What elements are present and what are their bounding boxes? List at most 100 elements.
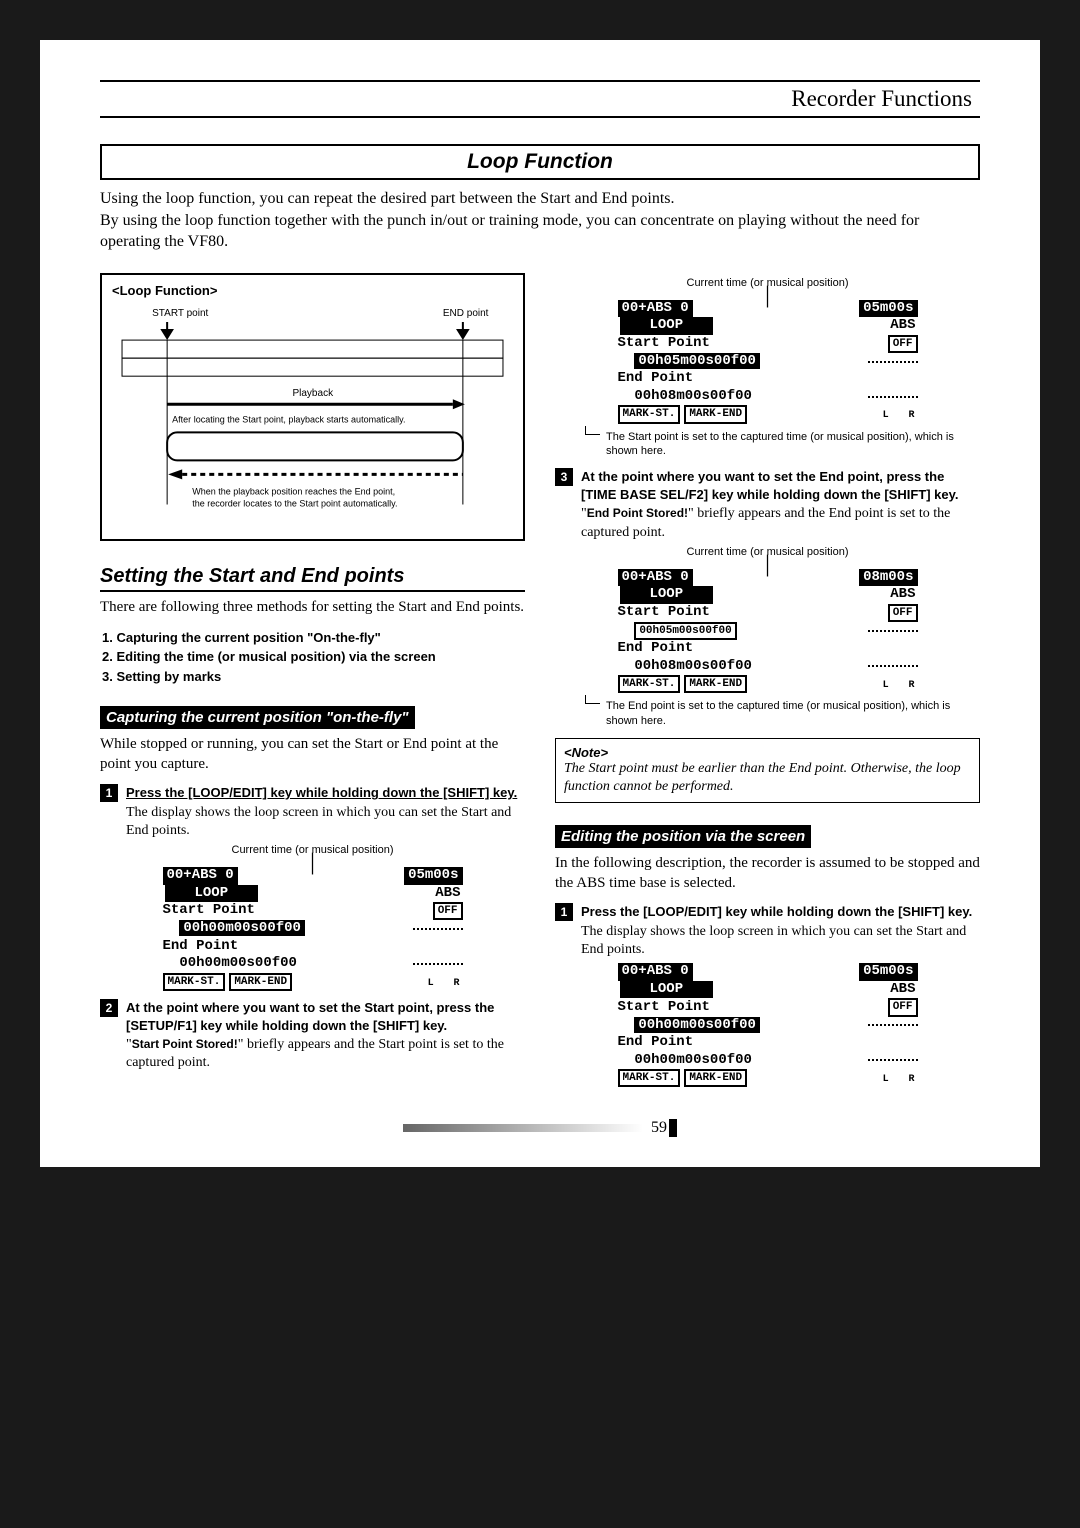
svg-text:Playback: Playback	[292, 388, 334, 399]
lcd-top-right: 05m00s	[859, 963, 917, 981]
loop-diagram-svg: START point END point Playback After loc…	[112, 304, 513, 525]
note-title: <Note>	[564, 745, 971, 760]
page: Recorder Functions Loop Function Using t…	[40, 40, 1040, 1167]
page-footer: 59	[100, 1119, 980, 1137]
step-2-body: "Start Point Stored!" briefly appears an…	[126, 1036, 525, 1072]
svg-text:the recorder locates to the St: the recorder locates to the Start point …	[192, 498, 397, 508]
step-3-head: At the point where you want to set the E…	[581, 468, 980, 503]
lcd-loop-label: LOOP	[620, 981, 714, 999]
lcd-mark-start-button: MARK-ST.	[618, 1069, 681, 1087]
intro-text: Using the loop function, you can repeat …	[100, 188, 980, 253]
method-2: 2. Editing the time (or musical position…	[102, 647, 525, 667]
lcd-top-right: 05m00s	[859, 300, 917, 318]
lcd-end-label: End Point	[618, 640, 918, 658]
right-column: Current time (or musical position) │ 00+…	[555, 273, 980, 1096]
lcd-mark-end-button: MARK-END	[229, 973, 292, 991]
lcd-end-label: End Point	[163, 938, 463, 956]
lcd-display-4: 00+ABS 0 05m00s LOOP ABS Start Point OFF…	[555, 963, 980, 1087]
lcd-start-value: 00h00m00s00f00	[179, 920, 305, 936]
lcd-off-badge: OFF	[888, 998, 918, 1016]
edit-step-1: 1 Press the [LOOP/EDIT] key while holdin…	[555, 903, 980, 959]
lcd-off-badge: OFF	[433, 902, 463, 920]
lcd-display-3: Current time (or musical position) │ 00+…	[555, 546, 980, 728]
lcd-abs-label: ABS	[435, 885, 460, 903]
loop-diagram: <Loop Function> START point END point Pl…	[100, 273, 525, 542]
diagram-title: <Loop Function>	[112, 283, 513, 298]
page-header: Recorder Functions	[100, 80, 980, 118]
lcd-abs-label: ABS	[890, 981, 915, 999]
lcd-top-left: 00+ABS 0	[618, 300, 693, 318]
svg-text:END point: END point	[443, 308, 489, 319]
lcd-loop-label: LOOP	[165, 885, 259, 903]
lcd-off-badge: OFF	[888, 604, 918, 622]
step-1-body: The display shows the loop screen in whi…	[126, 804, 525, 840]
lcd-start-value: 00h05m00s00f00	[634, 353, 760, 369]
lcd3-sub-caption: The End point is set to the captured tim…	[585, 699, 980, 728]
note-box: <Note> The Start point must be earlier t…	[555, 738, 980, 803]
lcd-meter-l: L	[428, 978, 437, 989]
capturing-heading: Capturing the current position "on-the-f…	[100, 706, 415, 729]
lcd-start-label: Start Point	[618, 999, 710, 1017]
lcd-mark-start-button: MARK-ST.	[618, 675, 681, 693]
lcd-mark-start-button: MARK-ST.	[618, 405, 681, 423]
lcd-meter-r: R	[453, 978, 462, 989]
lcd-end-value: 00h08m00s00f00	[634, 658, 752, 674]
edit-heading: Editing the position via the screen	[555, 825, 811, 848]
lcd-mark-end-button: MARK-END	[684, 675, 747, 693]
header-title: Recorder Functions	[791, 86, 972, 112]
lcd-mark-start-button: MARK-ST.	[163, 973, 226, 991]
step-2: 2 At the point where you want to set the…	[100, 999, 525, 1072]
step-3: 3 At the point where you want to set the…	[555, 468, 980, 541]
svg-text:When the playback position rea: When the playback position reaches the E…	[192, 486, 395, 496]
lcd-start-value: 00h05m00s00f00	[634, 622, 736, 640]
lcd-top-left: 00+ABS 0	[618, 569, 693, 587]
lcd-abs-label: ABS	[890, 317, 915, 335]
lcd-loop-label: LOOP	[620, 586, 714, 604]
step-1-head: Press the [LOOP/EDIT] key while holding …	[126, 784, 525, 802]
lcd-end-label: End Point	[618, 1034, 918, 1052]
section-title: Loop Function	[102, 150, 978, 174]
lcd-top-left: 00+ABS 0	[618, 963, 693, 981]
step-number: 1	[555, 903, 573, 921]
lcd-top-left: 00+ABS 0	[163, 867, 238, 885]
lcd-loop-label: LOOP	[620, 317, 714, 335]
lcd-end-value: 00h08m00s00f00	[634, 388, 752, 404]
edit-step-1-head: Press the [LOOP/EDIT] key while holding …	[581, 903, 980, 921]
lcd-mark-end-button: MARK-END	[684, 405, 747, 423]
lcd-end-value: 00h00m00s00f00	[179, 955, 297, 971]
methods-list: 1. Capturing the current position "On-th…	[100, 628, 525, 687]
left-column: <Loop Function> START point END point Pl…	[100, 273, 525, 1096]
lcd-end-value: 00h00m00s00f00	[634, 1052, 752, 1068]
edit-step-1-body: The display shows the loop screen in whi…	[581, 923, 980, 959]
step-number: 1	[100, 784, 118, 802]
lcd-abs-label: ABS	[890, 586, 915, 604]
lcd-end-label: End Point	[618, 370, 918, 388]
step-1: 1 Press the [LOOP/EDIT] key while holdin…	[100, 784, 525, 840]
lcd-top-right: 05m00s	[404, 867, 462, 885]
lcd-top-right: 08m00s	[859, 569, 917, 587]
lcd-start-value: 00h00m00s00f00	[634, 1017, 760, 1033]
lcd-start-label: Start Point	[163, 902, 255, 920]
setting-heading: Setting the Start and End points	[100, 565, 525, 592]
lcd-start-label: Start Point	[618, 335, 710, 353]
lcd-display-2: Current time (or musical position) │ 00+…	[555, 277, 980, 458]
svg-text:After locating the Start point: After locating the Start point, playback…	[172, 414, 405, 424]
page-number: 59	[651, 1119, 667, 1137]
step-2-head: At the point where you want to set the S…	[126, 999, 525, 1034]
lcd-off-badge: OFF	[888, 335, 918, 353]
note-body: The Start point must be earlier than the…	[564, 760, 971, 796]
section-title-box: Loop Function	[100, 144, 980, 180]
method-1: 1. Capturing the current position "On-th…	[102, 628, 525, 648]
lcd-mark-end-button: MARK-END	[684, 1069, 747, 1087]
step-number: 2	[100, 999, 118, 1017]
method-3: 3. Setting by marks	[102, 667, 525, 687]
step-number: 3	[555, 468, 573, 486]
edit-intro: In the following description, the record…	[555, 854, 980, 893]
setting-intro: There are following three methods for se…	[100, 598, 525, 618]
lcd-display-1: Current time (or musical position) │ 00+…	[100, 844, 525, 991]
capturing-intro: While stopped or running, you can set th…	[100, 735, 525, 774]
svg-text:START point: START point	[152, 308, 208, 319]
lcd-start-label: Start Point	[618, 604, 710, 622]
step-3-body: "End Point Stored!" briefly appears and …	[581, 505, 980, 541]
lcd2-sub-caption: The Start point is set to the captured t…	[585, 430, 980, 459]
